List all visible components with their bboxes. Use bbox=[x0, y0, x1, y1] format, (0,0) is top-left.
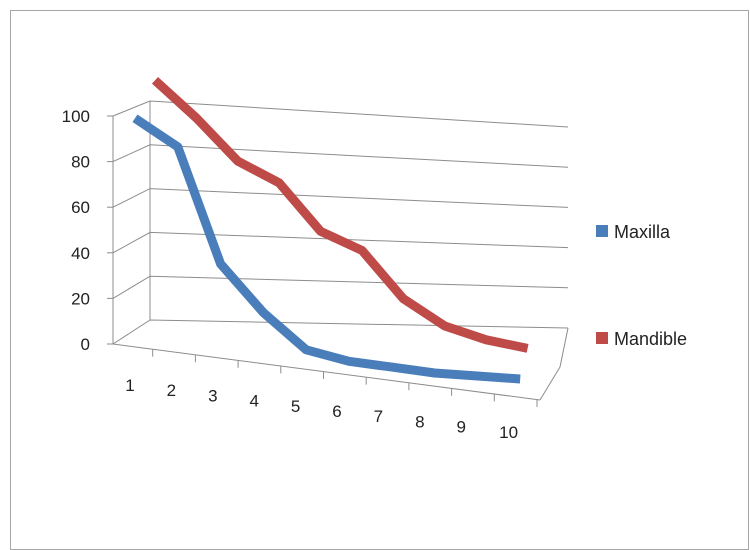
x-tick-label: 3 bbox=[208, 386, 217, 405]
x-tick-label: 10 bbox=[499, 423, 518, 442]
legend-entry: Mandible bbox=[596, 329, 687, 349]
gridline bbox=[112, 275, 569, 299]
legend-label: Maxilla bbox=[614, 222, 671, 242]
floor-right-edge bbox=[539, 366, 561, 401]
y-tick-label: 80 bbox=[71, 153, 90, 172]
series-line-maxilla bbox=[132, 114, 521, 384]
x-tick-label: 1 bbox=[125, 376, 134, 395]
x-tick-label: 5 bbox=[291, 397, 300, 416]
legend-swatch bbox=[596, 332, 608, 344]
y-tick-label: 20 bbox=[71, 289, 90, 308]
legend-swatch bbox=[596, 225, 608, 237]
x-tick-label: 7 bbox=[374, 407, 383, 426]
legend: Maxilla Mandible bbox=[596, 222, 687, 349]
chart-walls bbox=[112, 101, 569, 401]
x-axis-ticks: 1 2 3 4 5 6 7 8 9 10 bbox=[125, 349, 538, 442]
chart-frame bbox=[10, 10, 749, 550]
x-tick-label: 8 bbox=[415, 412, 424, 431]
gridline bbox=[112, 188, 569, 208]
legend-label: Mandible bbox=[614, 329, 687, 349]
legend-entry: Maxilla bbox=[596, 222, 671, 242]
floor-back-corner bbox=[559, 327, 569, 368]
gridline bbox=[112, 100, 569, 128]
x-tick-label: 6 bbox=[332, 402, 341, 421]
x-axis-line bbox=[112, 343, 541, 401]
gridline bbox=[112, 231, 569, 254]
y-tick-label: 60 bbox=[71, 198, 90, 217]
y-tick-label: 100 bbox=[62, 107, 90, 126]
series-line-mandible bbox=[151, 76, 529, 353]
gridline bbox=[112, 319, 569, 345]
gridline bbox=[112, 144, 569, 168]
y-tick-label: 40 bbox=[71, 244, 90, 263]
gridlines bbox=[112, 100, 569, 345]
series-lines bbox=[132, 76, 529, 384]
x-tick-label: 9 bbox=[456, 418, 465, 437]
y-axis-ticks: 0 20 40 60 80 100 bbox=[62, 107, 113, 354]
x-tick-label: 4 bbox=[249, 392, 258, 411]
x-tick-label: 2 bbox=[167, 381, 176, 400]
y-tick-label: 0 bbox=[81, 335, 90, 354]
